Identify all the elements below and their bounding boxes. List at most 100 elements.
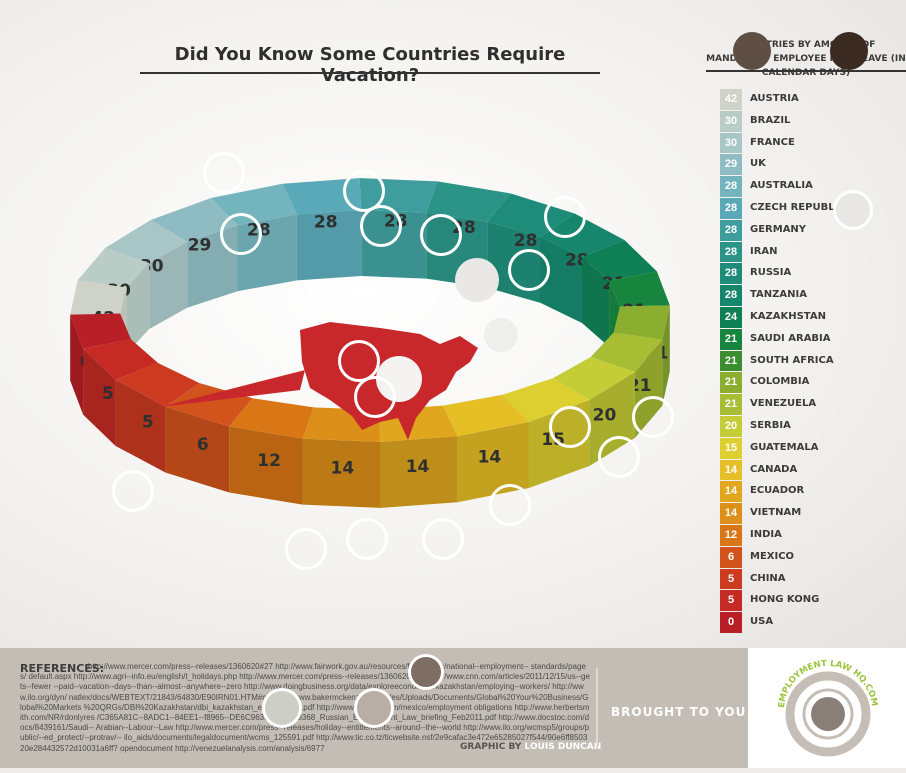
legend-swatch: 5 [720,568,742,590]
overlay-dot [408,654,444,690]
overlay-ring [632,396,674,438]
legend-swatch: 21 [720,394,742,415]
overlay-ring [343,170,385,212]
segment-top [426,181,511,222]
chart-title: Did You Know Some Countries Require Vaca… [174,44,566,86]
graphic-credit: GRAPHIC BY LOUIS DUNCAN [460,742,601,752]
overlay-ring [549,406,591,448]
segment-wall [229,426,303,505]
legend-row: 6 MEXICO [720,546,900,569]
overlay-ring [346,518,388,560]
overlay-dot [830,32,868,70]
overlay-ring [338,340,380,382]
legend-underline [706,70,906,72]
legend-swatch: 28 [720,176,742,197]
segment-wall [582,257,610,347]
legend-swatch: 0 [720,612,742,633]
segment-wall [380,436,458,508]
legend-swatch: 21 [720,350,742,372]
legend-row: 24 KAZAKHSTAN [720,306,900,329]
legend-swatch: 28 [720,285,742,306]
legend-label: FRANCE [750,136,795,148]
segment-wall [457,421,529,503]
legend-label: COLOMBIA [750,376,810,388]
segment-top [229,398,314,439]
legend-row: 21 VENEZUELA [720,394,900,416]
segment-top [70,280,127,315]
segment-value-label: 28 [314,212,338,232]
legend-row: 28 GERMANY [720,219,900,242]
legend-label: USA [750,616,774,628]
segment-top [502,378,590,422]
segment-top [609,271,670,307]
segment-value-label: 28 [514,231,538,251]
legend-row: 14 CANADA [720,459,900,482]
legend-label: SERBIA [750,419,791,431]
legend-row: 12 INDIA [720,524,900,547]
overlay-dot [484,318,518,352]
logo-icon[interactable]: EMPLOYMENT LAW HQ.COM [748,648,906,768]
legend-swatch: 14 [720,459,742,481]
footer: REFERENCES: http://www.mercer.com/press-… [0,648,906,768]
legend-swatch: 30 [720,110,742,132]
segment-wall [149,241,188,330]
segment-wall [126,263,150,354]
legend-swatch: 24 [720,306,742,328]
legend-row: 28 RUSSIA [720,263,900,285]
segment-top [282,178,362,215]
legend-swatch: 28 [720,263,742,285]
segment-top [613,305,670,340]
ring-segment: 14 [378,405,458,508]
legend-row: 28 TANZANIA [720,285,900,307]
brought-to-you-by: BROUGHT TO YOU BY [611,705,771,719]
legend-row: 28 IRAN [720,241,900,264]
segment-wall [540,236,583,324]
legend-row: 21 COLOMBIA [720,372,900,394]
title-underline [140,72,600,74]
segment-wall [165,406,230,493]
legend-heading: COUNTRIES BY AMOUNT OF MANDATORY EMPLOYE… [706,40,906,78]
legend-swatch: 20 [720,415,742,437]
legend-row: 5 CHINA [720,568,900,591]
credit-name: LOUIS DUNCAN [524,742,602,752]
legend-row: 42 AUSTRIA [720,89,900,111]
ring-segment: 21 [582,240,657,347]
segment-value-label: 5 [142,412,154,432]
legend-row: 14 VIETNAM [720,503,900,525]
overlay-ring [112,470,154,512]
legend-label: SOUTH AFRICA [750,354,834,366]
legend-label: SAUDI ARABIA [750,332,831,344]
legend-row: 5 HONG KONG [720,590,900,612]
overlay-ring [354,376,396,418]
segment-top [150,198,238,242]
legend-swatch: 5 [720,590,742,612]
legend-label: VENEZUELA [750,398,817,410]
overlay-ring [360,205,402,247]
ring-chart: 2828282828292830213021422102152051561412… [70,178,670,508]
overlay-dot [455,258,499,302]
legend-label: RUSSIA [750,267,792,279]
segment-top [115,362,200,407]
legend-row: 28 AUSTRALIA [720,176,900,198]
legend-label: BRAZIL [750,114,791,126]
overlay-ring [220,213,262,255]
legend-swatch: 21 [720,328,742,350]
segment-value-label: 12 [257,451,281,471]
legend-row: 21 SAUDI ARABIA [720,328,900,351]
logo-panel: EMPLOYMENT LAW HQ.COM [748,648,906,768]
segment-top [582,240,657,281]
overlay-ring [203,152,245,194]
segment-top [83,339,158,380]
legend-label: AUSTRIA [750,93,799,104]
ring-segment: 5 [115,362,200,473]
legend-label: CHINA [750,572,786,584]
legend-label: KAZAKHSTAN [750,310,826,322]
segment-wall [115,379,166,473]
segment-top [443,394,529,437]
segment-value-label: 14 [331,458,355,478]
segment-value-label: 29 [188,236,212,256]
ring-segment: 28 [282,178,362,281]
legend-label: MEXICO [750,550,795,562]
legend-swatch: 28 [720,197,742,219]
legend-row: 29 UK [720,154,900,176]
